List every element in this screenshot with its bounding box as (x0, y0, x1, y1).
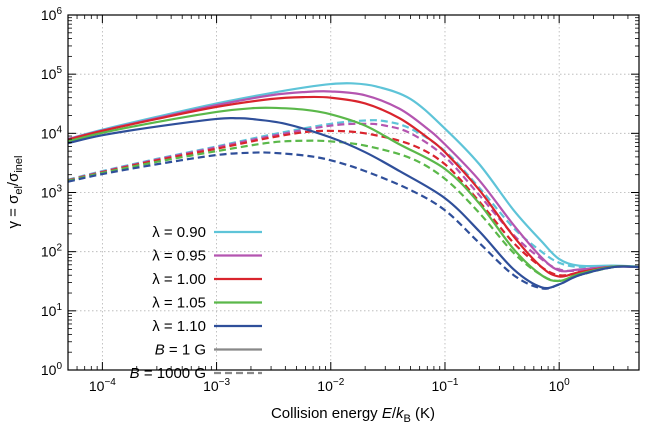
series-line-b1000-8 (68, 139, 639, 283)
series-line-b1-3 (68, 106, 639, 283)
series-line-b1-1 (68, 90, 639, 273)
x-tick-label: 10−3 (203, 377, 230, 394)
grid (68, 15, 639, 370)
y-tick-label: 105 (41, 65, 63, 82)
y-tick-label: 103 (41, 184, 63, 201)
x-tick-label: 100 (549, 377, 571, 394)
series-line-b1-4 (68, 116, 639, 290)
y-tick-label: 101 (41, 302, 63, 319)
legend-label: B = 1000 G (130, 365, 206, 382)
y-axis-label: γ = σel/σinel (5, 156, 25, 229)
y-tick-label: 106 (41, 6, 63, 23)
x-tick-label: 10−1 (431, 377, 458, 394)
ticks: 10−4 10−3 10−2 10−1 100 100 101 102 103 104 105 106 (41, 6, 640, 394)
legend-label: λ = 0.95 (152, 248, 206, 265)
series-line-b1000-6 (68, 122, 639, 273)
series-line-b1000-5 (68, 119, 639, 269)
x-tick-label: 10−2 (317, 377, 344, 394)
curves (68, 82, 639, 290)
legend-label: λ = 0.90 (152, 224, 206, 241)
legend-label: B = 1 G (155, 342, 206, 359)
y-tick-label: 102 (41, 243, 63, 260)
x-axis-label: Collision energy E/kB (K) (271, 405, 435, 425)
series-line-b1-0 (68, 82, 639, 268)
legend: λ = 0.90 λ = 0.95 λ = 1.00 λ = 1.05 λ = 1.10… (130, 224, 262, 382)
y-tick-label: 104 (41, 124, 63, 141)
x-tick-label: 10−4 (89, 377, 116, 394)
series-line-b1-2 (68, 95, 639, 278)
legend-label: λ = 1.00 (152, 271, 206, 288)
series-line-b1000-9 (68, 151, 639, 290)
legend-label: λ = 1.05 (152, 295, 206, 312)
y-tick-label: 100 (41, 361, 63, 378)
legend-label: λ = 1.10 (152, 318, 206, 335)
